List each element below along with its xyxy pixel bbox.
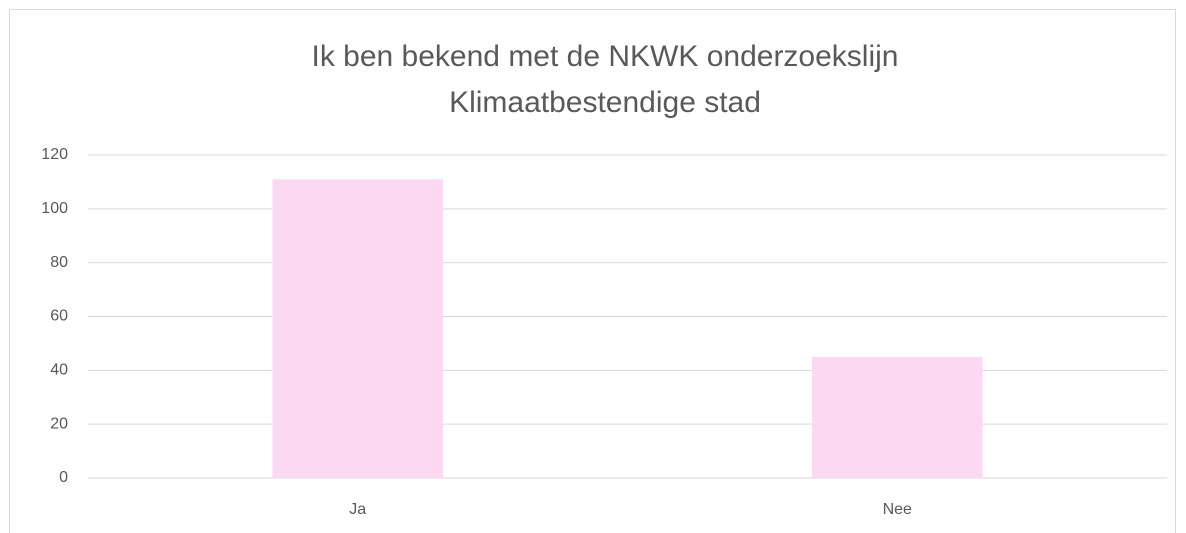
chart-title: Klimaatbestendige stad (449, 86, 761, 119)
x-tick-label: Nee (883, 501, 912, 518)
bar (272, 179, 443, 478)
y-tick-label: 60 (50, 308, 68, 325)
chart-title: Ik ben bekend met de NKWK onderzoekslijn (312, 40, 899, 73)
y-tick-label: 40 (50, 362, 68, 379)
y-tick-label: 120 (41, 146, 68, 163)
y-tick-label: 20 (50, 415, 68, 432)
x-tick-label: Ja (349, 501, 366, 518)
bar (812, 356, 983, 478)
y-tick-label: 0 (59, 469, 68, 486)
y-tick-label: 100 (41, 200, 68, 217)
y-tick-label: 80 (50, 254, 68, 271)
